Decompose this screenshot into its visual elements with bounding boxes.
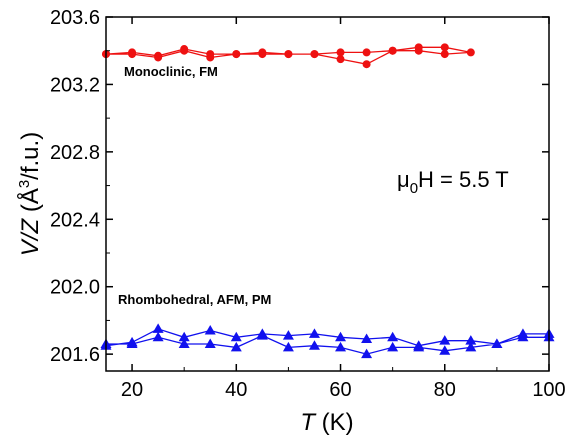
y-axis-unit-post: /f.u.) [17,132,44,180]
x-tick-label: 60 [329,379,351,401]
x-tick-label: 20 [121,379,143,401]
y-axis-label: V/Z (Å3/f.u.) [16,132,44,256]
data-point [205,339,216,349]
x-tick-label: 80 [434,379,456,401]
data-point [309,340,320,350]
data-point [389,47,397,55]
field-annotation: μ0H = 5.5 T [397,167,509,197]
x-axis-label: T (K) [300,409,353,436]
data-point [363,60,371,68]
data-point [309,328,320,338]
field-rest: H = 5.5 T [418,167,509,192]
series-line [106,329,549,354]
data-point [467,48,475,56]
y-tick-label: 203.2 [50,74,100,96]
y-tick-label: 201.6 [50,344,100,366]
y-axis-symbol: V/Z [17,218,44,257]
data-point [517,328,528,338]
data-point [413,342,424,352]
data-point [284,50,292,58]
y-axis-unit-sup: 3 [16,180,33,188]
data-point [206,50,214,58]
data-point [439,335,450,345]
y-tick-label: 202.8 [50,142,100,164]
field-mu: μ [397,167,410,192]
data-point [205,325,216,335]
x-tick-label: 40 [225,379,247,401]
y-tick-label: 202.4 [50,209,100,231]
data-point [153,332,164,342]
data-point [180,45,188,53]
plot-area [101,43,555,358]
data-point [337,48,345,56]
data-point [258,48,266,56]
data-point [232,50,240,58]
x-axis-unit: (K) [315,409,354,436]
data-point [363,48,371,56]
series-label-rhombohedral: Rhombohedral, AFM, PM [118,292,271,307]
y-tick-label: 203.6 [50,7,100,29]
data-point [128,48,136,56]
y-tick-label: 202.0 [50,277,100,299]
series-label-monoclinic: Monoclinic, FM [124,64,218,79]
data-point [310,50,318,58]
data-point [387,342,398,352]
y-axis-unit-pre: (Å [16,188,44,219]
data-point [153,323,164,333]
x-tick-label: 100 [532,379,565,401]
data-point [154,52,162,60]
data-point [441,43,449,51]
data-point [387,332,398,342]
data-point [415,43,423,51]
field-subscript: 0 [410,180,418,197]
series-rhombohedral [101,323,555,358]
